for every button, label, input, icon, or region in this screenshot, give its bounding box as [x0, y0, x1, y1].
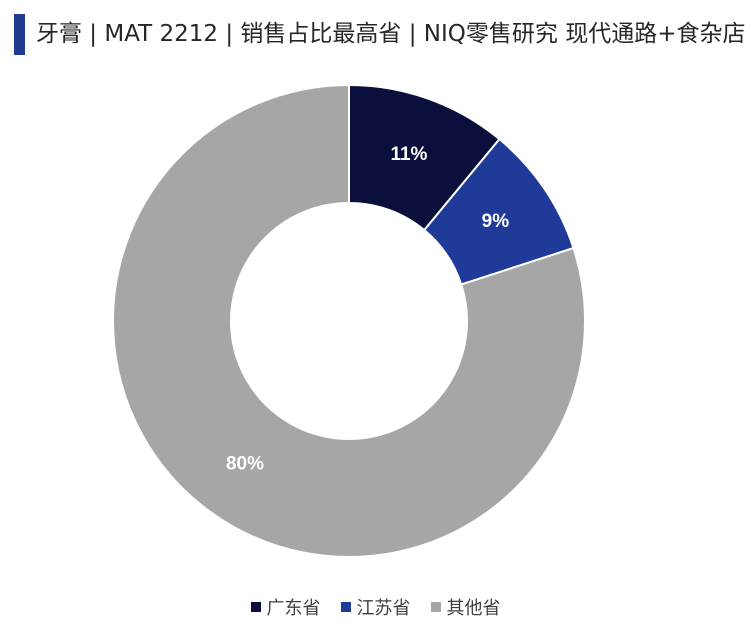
- chart-legend: 广东省 江苏省 其他省: [0, 594, 751, 620]
- chart-title: 牙膏 | MAT 2212 | 销售占比最高省 | NIQ零售研究 现代通路+食…: [36, 21, 746, 47]
- legend-swatch: [430, 602, 441, 612]
- data-label-guangdong: 11%: [390, 144, 427, 165]
- legend-item-other: 其他省: [430, 594, 501, 620]
- legend-label: 广东省: [266, 598, 321, 619]
- data-label-jiangsu: 9%: [482, 211, 510, 232]
- legend-label: 其他省: [446, 598, 501, 619]
- legend-swatch: [340, 602, 351, 612]
- legend-swatch: [250, 602, 261, 612]
- legend-label: 江苏省: [356, 598, 411, 619]
- legend-item-jiangsu: 江苏省: [340, 594, 411, 620]
- data-label-other: 80%: [226, 454, 264, 475]
- legend-item-guangdong: 广东省: [250, 594, 321, 620]
- title-accent-bar: [14, 14, 25, 55]
- donut-slice-other: [112, 83, 586, 558]
